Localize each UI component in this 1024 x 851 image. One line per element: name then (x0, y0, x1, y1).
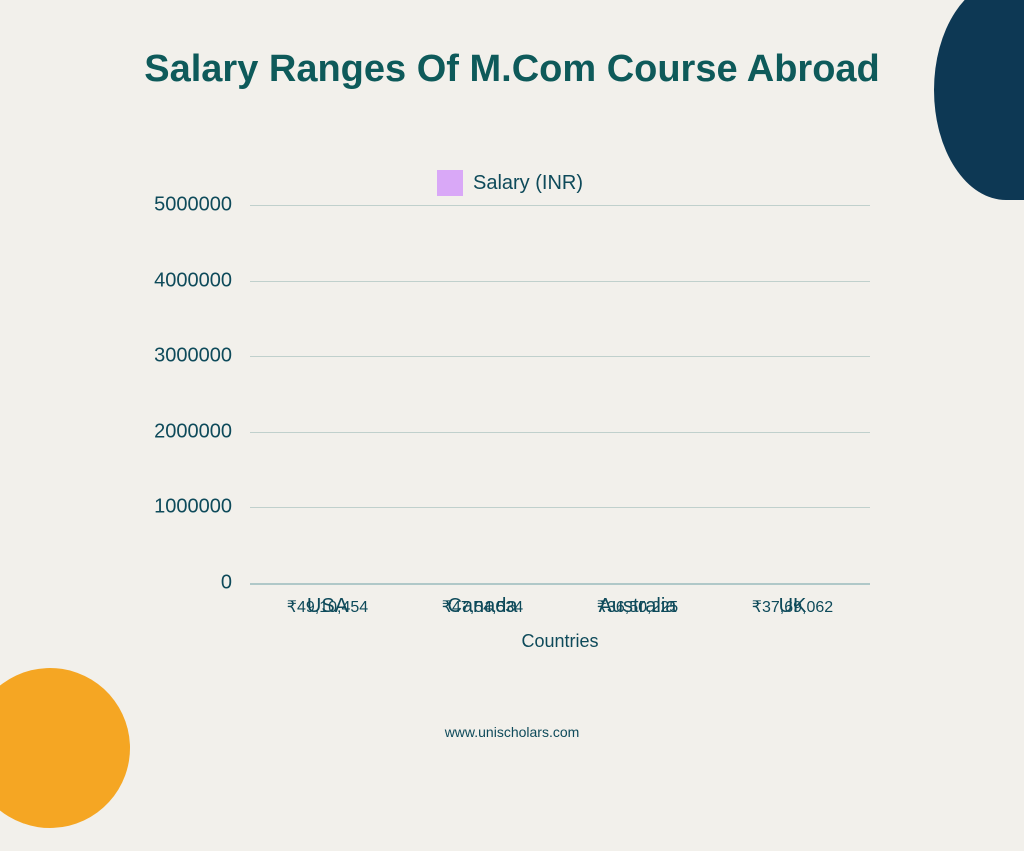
salary-chart: Salary (INR) ₹49,10,454USA₹47,54,534Cana… (130, 170, 890, 640)
chart-legend: Salary (INR) (437, 170, 583, 196)
y-tick-label: 1000000 (154, 496, 232, 519)
chart-bars: ₹49,10,454USA₹47,54,534Canada₹36,50,225A… (250, 205, 870, 583)
x-axis-label: Countries (521, 631, 598, 652)
legend-swatch (437, 170, 463, 196)
y-tick-label: 5000000 (154, 194, 232, 217)
legend-label: Salary (INR) (473, 172, 583, 195)
y-tick-label: 2000000 (154, 420, 232, 443)
x-tick-label: USA (307, 595, 348, 618)
footer-url: www.unischolars.com (0, 724, 1024, 740)
y-tick-label: 0 (221, 572, 232, 595)
y-tick-label: 4000000 (154, 269, 232, 292)
page-title: Salary Ranges Of M.Com Course Abroad (0, 48, 1024, 91)
chart-plot: ₹49,10,454USA₹47,54,534Canada₹36,50,225A… (250, 205, 870, 585)
decoration-top-right (934, 0, 1024, 200)
x-tick-label: Canada (447, 595, 517, 618)
decoration-bottom-left (0, 645, 153, 850)
y-tick-label: 3000000 (154, 345, 232, 368)
x-tick-label: Australia (599, 595, 677, 618)
x-tick-label: UK (779, 595, 807, 618)
